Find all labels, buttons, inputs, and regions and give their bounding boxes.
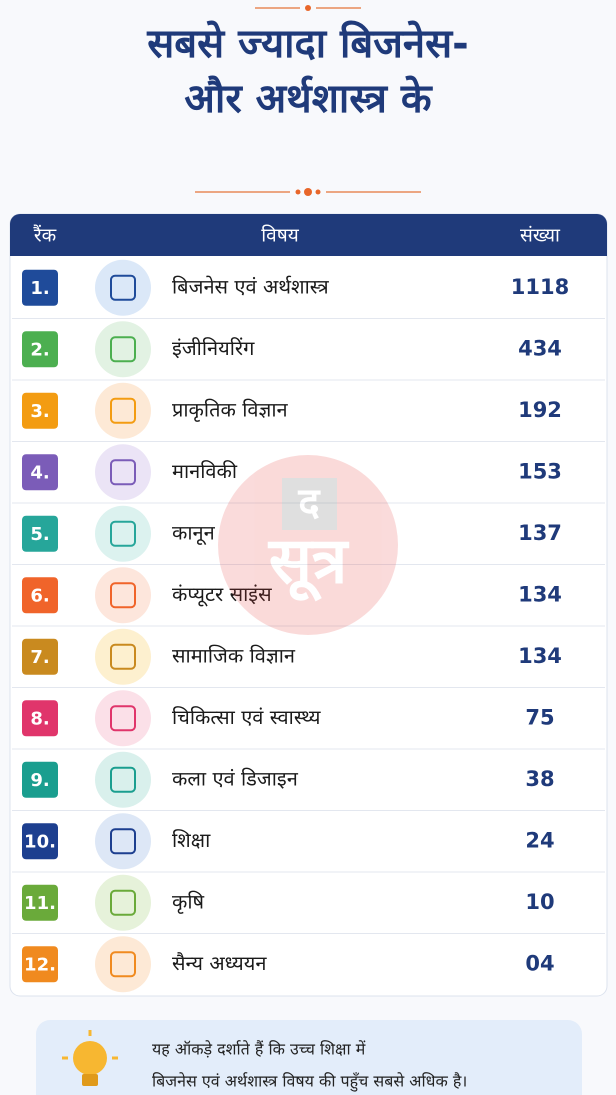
rank: 2. bbox=[30, 339, 49, 360]
subject-icon-glyph bbox=[110, 336, 136, 363]
subject-icon-glyph bbox=[110, 889, 136, 916]
column-header: संख्या bbox=[520, 225, 561, 247]
subject: इंजीनियरिंग bbox=[172, 336, 255, 360]
count: 137 bbox=[518, 521, 562, 545]
rank: 5. bbox=[30, 524, 49, 545]
rank: 7. bbox=[30, 647, 49, 668]
watermark-text: द bbox=[297, 480, 321, 526]
count: 04 bbox=[525, 951, 554, 975]
rank: 6. bbox=[30, 585, 49, 606]
count: 24 bbox=[525, 828, 554, 852]
rank: 9. bbox=[30, 770, 49, 791]
rank-badge bbox=[22, 392, 58, 429]
subject-icon-glyph bbox=[110, 397, 136, 424]
subject-icon-glyph bbox=[110, 705, 136, 732]
subject: सैन्य अध्ययन bbox=[172, 951, 267, 975]
subject-icon bbox=[95, 813, 151, 870]
subject: प्राकृतिक विज्ञान bbox=[172, 397, 289, 422]
watermark: द सूत्र bbox=[218, 455, 398, 635]
rank-badge bbox=[22, 454, 58, 491]
subject: शिक्षा bbox=[172, 828, 211, 852]
count: 38 bbox=[525, 767, 554, 791]
rank-badge bbox=[22, 761, 58, 798]
subject-icon-glyph bbox=[110, 828, 136, 855]
subject-icon bbox=[95, 259, 151, 316]
subject-icon-glyph bbox=[110, 643, 136, 670]
column-header: विषय bbox=[261, 224, 299, 247]
watermark-text: सूत्र bbox=[268, 525, 350, 602]
divider-ornament bbox=[195, 188, 421, 196]
subject-icon bbox=[95, 751, 151, 808]
subject: कृषि bbox=[172, 889, 205, 914]
rank-badge bbox=[22, 823, 58, 860]
subject-icon-glyph bbox=[110, 582, 136, 609]
subject: कानून bbox=[172, 520, 216, 545]
subject: कंप्यूटर साइंस bbox=[172, 582, 272, 607]
rank: 1. bbox=[30, 278, 49, 299]
subject-icon bbox=[95, 628, 151, 685]
subject: बिजनेस एवं अर्थशास्त्र bbox=[172, 274, 330, 298]
subject-icon bbox=[95, 936, 151, 993]
count: 134 bbox=[518, 644, 562, 668]
subject-icon-glyph bbox=[110, 520, 136, 547]
rank: 8. bbox=[30, 708, 49, 729]
subject-icon-glyph bbox=[110, 274, 136, 301]
subject-icon bbox=[95, 874, 151, 931]
count: 434 bbox=[518, 336, 562, 360]
rank-badge bbox=[22, 577, 58, 614]
rank-badge bbox=[22, 700, 58, 737]
count: 75 bbox=[525, 705, 554, 729]
footer-text: बिजनेस एवं अर्थशास्त्र विषय की पहुँच सबस… bbox=[152, 1072, 467, 1093]
rank-badge bbox=[22, 884, 58, 921]
table-header bbox=[10, 214, 607, 256]
subject: सामाजिक विज्ञान bbox=[172, 643, 296, 667]
bulb-icon bbox=[62, 1030, 118, 1086]
rank: 4. bbox=[30, 462, 49, 483]
rank: 11. bbox=[24, 893, 56, 914]
subject-icon-glyph bbox=[110, 766, 136, 793]
rank-badge bbox=[22, 515, 58, 552]
subject-icon bbox=[95, 382, 151, 439]
column-header: रैंक bbox=[32, 224, 56, 247]
count: 134 bbox=[518, 582, 562, 606]
rank: 3. bbox=[30, 401, 49, 422]
rank-badge bbox=[22, 331, 58, 368]
subject-icon bbox=[95, 690, 151, 747]
table-body: 1. बिजनेस एवं अर्थशास्त्र 1118 2. इंजीनियरिं… bbox=[12, 259, 605, 993]
count: 192 bbox=[518, 398, 562, 422]
subject: कला एवं डिजाइन bbox=[172, 766, 299, 790]
subject-icon bbox=[95, 567, 151, 624]
subject-icon bbox=[95, 444, 151, 501]
rank-badge bbox=[22, 946, 58, 983]
rank-badge bbox=[22, 638, 58, 675]
title-line: सबसे ज्यादा बिजनेस- bbox=[146, 20, 469, 67]
title-line: और अर्थशास्त्र के bbox=[184, 75, 432, 122]
subject-icon bbox=[95, 505, 151, 562]
subject: चिकित्सा एवं स्वास्थ्य bbox=[172, 705, 321, 729]
subject-icon-glyph bbox=[110, 951, 136, 978]
subject: मानविकी bbox=[172, 459, 238, 483]
rank: 12. bbox=[24, 954, 56, 975]
footer-box bbox=[36, 1020, 582, 1095]
count: 153 bbox=[518, 459, 562, 483]
count: 10 bbox=[525, 890, 554, 914]
rank: 10. bbox=[24, 831, 56, 852]
subject-icon-glyph bbox=[110, 459, 136, 486]
footer-text: यह ऑकड़े दर्शाते हैं कि उच्च शिक्षा में bbox=[152, 1040, 366, 1059]
rank-badge bbox=[22, 269, 58, 306]
count: 1118 bbox=[511, 275, 569, 299]
top-ornament bbox=[255, 5, 361, 11]
subject-icon bbox=[95, 321, 151, 378]
